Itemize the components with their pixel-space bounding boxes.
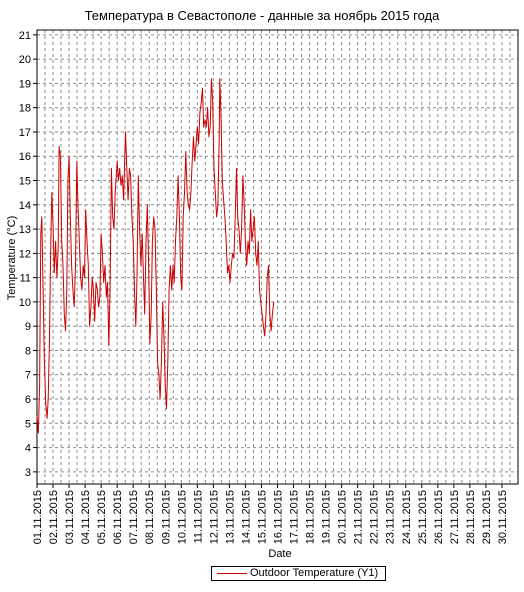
x-tick-label: 11.11.2015 [192,490,204,543]
y-tick-label: 14 [19,200,31,212]
y-tick-label: 12 [19,248,31,260]
x-tick-label: 10.11.2015 [176,490,188,544]
x-tick-label: 21.11.2015 [353,490,365,544]
x-tick-label: 01.11.2015 [32,490,44,544]
x-tick-label: 20.11.2015 [337,490,349,544]
y-tick-label: 5 [25,418,31,430]
y-tick-label: 9 [25,321,31,333]
y-tick-label: 13 [19,224,31,236]
legend: Outdoor Temperature (Y1) [211,566,386,581]
x-tick-label: 26.11.2015 [433,490,445,544]
y-tick-label: 19 [19,78,31,90]
x-tick-label: 18.11.2015 [305,490,317,544]
y-tick-label: 18 [19,103,31,115]
series-line [36,78,275,434]
x-tick-label: 09.11.2015 [160,490,172,544]
x-tick-label: 28.11.2015 [465,490,477,544]
x-tick-label: 30.11.2015 [497,490,509,544]
x-tick-label: 25.11.2015 [417,490,429,544]
x-tick-label: 24.11.2015 [401,490,413,544]
x-tick-label: 23.11.2015 [385,490,397,544]
y-tick-label: 11 [20,273,31,285]
x-tick-label: 08.11.2015 [144,490,156,544]
x-tick-label: 29.11.2015 [481,490,493,544]
x-tick-label: 15.11.2015 [256,490,268,544]
x-tick-label: 02.11.2015 [48,490,60,544]
plot-frame [36,29,519,485]
y-tick-label: 6 [25,394,31,406]
y-tick-label: 21 [19,30,31,42]
tick-labels: 3 4 5 6 7 8 9 10 11 12 13 14 15 16 17 18 19 20 21 01.11.201… [19,30,509,544]
y-tick-label: 3 [25,467,31,479]
x-tick-label: 22.11.2015 [369,490,381,544]
y-tick-label: 7 [25,370,31,382]
grid [37,30,518,484]
x-tick-label: 17.11.2015 [289,490,301,544]
x-tick-label: 12.11.2015 [208,490,220,544]
y-tick-label: 17 [19,127,31,139]
y-tick-label: 10 [19,297,31,309]
chart-title: Температура в Севастополе - данные за но… [84,8,440,23]
x-axis-label: Date [268,548,291,560]
legend-label: Outdoor Temperature (Y1) [250,567,379,579]
x-tick-label: 03.11.2015 [64,490,76,544]
y-tick-label: 8 [25,345,31,357]
x-tick-label: 16.11.2015 [273,490,285,544]
y-tick-label: 15 [19,176,31,188]
x-tick-label: 04.11.2015 [80,490,92,544]
y-axis-label: Temperature (°C) [6,216,18,300]
x-tick-label: 13.11.2015 [224,490,236,544]
x-tick-label: 05.11.2015 [96,490,108,544]
x-tick-label: 14.11.2015 [240,490,252,544]
axes [33,29,519,488]
x-tick-label: 27.11.2015 [449,490,461,544]
y-tick-label: 20 [19,54,31,66]
y-tick-label: 4 [25,443,31,455]
x-tick-label: 19.11.2015 [321,490,333,544]
x-tick-label: 07.11.2015 [128,490,140,544]
x-tick-label: 06.11.2015 [112,490,124,544]
y-tick-label: 16 [19,151,31,163]
legend-swatch [217,573,247,574]
series-layer [36,78,275,434]
